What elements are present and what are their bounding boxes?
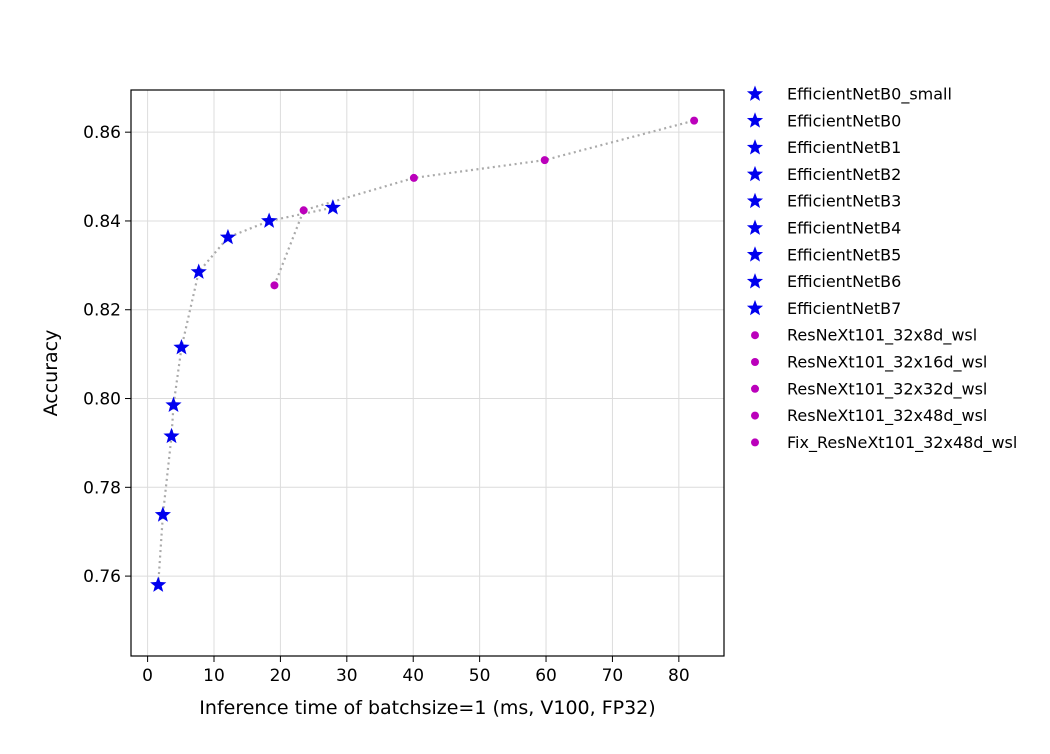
- trend-line: [157, 206, 334, 586]
- x-tick-label: 60: [535, 666, 557, 686]
- legend-label: EfficientNetB1: [787, 138, 901, 157]
- legend-item: EfficientNetB4: [746, 219, 901, 238]
- legend-item: EfficientNetB1: [746, 138, 901, 157]
- x-tick-label: 30: [336, 666, 358, 686]
- efficientnet-point: [165, 396, 182, 413]
- legend-dot-marker: [751, 331, 759, 340]
- efficientnet-point: [163, 427, 180, 444]
- legend-dot-marker: [751, 358, 759, 366]
- legend-item: EfficientNetB3: [746, 192, 901, 211]
- efficientnet-point: [324, 199, 341, 215]
- x-tick-label: 70: [602, 666, 624, 686]
- x-axis-label: Inference time of batchsize=1 (ms, V100,…: [199, 697, 655, 719]
- y-tick-label: 0.80: [83, 390, 121, 410]
- resnext-point: [270, 281, 279, 290]
- legend-item: EfficientNetB6: [746, 272, 901, 291]
- legend-star-marker: [746, 112, 764, 128]
- legend-item: EfficientNetB7: [746, 299, 901, 318]
- efficientnet-point: [154, 506, 171, 522]
- legend-item: ResNeXt101_32x8d_wsl: [751, 326, 977, 346]
- legend-star-marker: [746, 139, 764, 155]
- y-tick-label: 0.76: [83, 567, 121, 587]
- resnext-point: [409, 173, 418, 182]
- y-tick-label: 0.78: [83, 478, 121, 498]
- legend-dot-marker: [751, 384, 759, 393]
- point-layer: [150, 116, 699, 592]
- legend-star-marker: [746, 165, 764, 182]
- legend-star-marker: [746, 219, 764, 235]
- legend-star-marker: [746, 273, 764, 289]
- x-tick-label: 40: [402, 666, 424, 686]
- x-tick-label: 50: [469, 666, 491, 686]
- y-axis-label: Accuracy: [40, 330, 62, 417]
- legend-label: EfficientNetB4: [787, 219, 901, 238]
- efficientnet-point: [173, 338, 190, 355]
- legend-dot-marker: [751, 411, 759, 420]
- legend-label: EfficientNetB2: [787, 165, 901, 184]
- legend-item: EfficientNetB5: [746, 245, 901, 264]
- resnext-point: [690, 116, 699, 125]
- legend-label: ResNeXt101_32x16d_wsl: [787, 353, 987, 373]
- tick-layer: 0 10 20 30 40 50 60 70 80 0.76 0.78 0.80 0.82 0.84 0.8…: [83, 123, 690, 686]
- legend-star-marker: [746, 192, 764, 209]
- legend-label: EfficientNetB5: [787, 245, 901, 264]
- legend-label: Fix_ResNeXt101_32x48d_wsl: [787, 433, 1017, 453]
- legend-label: ResNeXt101_32x48d_wsl: [787, 406, 987, 426]
- legend-label: ResNeXt101_32x32d_wsl: [787, 379, 987, 399]
- x-tick-label: 80: [668, 666, 690, 686]
- legend-label: EfficientNetB6: [787, 272, 901, 291]
- y-tick-label: 0.84: [83, 212, 121, 232]
- x-tick-label: 0: [142, 666, 153, 686]
- trend-line: [273, 119, 695, 286]
- efficientnet-point: [150, 576, 167, 592]
- legend-item: ResNeXt101_32x32d_wsl: [751, 379, 987, 399]
- y-tick-label: 0.86: [83, 123, 121, 143]
- grid-layer: [131, 90, 724, 656]
- legend-item: ResNeXt101_32x48d_wsl: [751, 406, 987, 426]
- plot-frame: [130, 89, 725, 657]
- legend-label: EfficientNetB7: [787, 299, 901, 318]
- legend-dot-marker: [751, 438, 759, 447]
- trend-line-layer: [157, 119, 695, 586]
- efficientnet-point: [219, 228, 237, 245]
- legend-star-marker: [746, 246, 764, 262]
- legend-label: EfficientNetB0_small: [787, 85, 952, 105]
- legend-item: EfficientNetB0_small: [746, 85, 952, 105]
- y-tick-label: 0.82: [83, 301, 121, 321]
- x-tick-label: 20: [270, 666, 292, 686]
- legend-star-marker: [746, 299, 764, 316]
- x-tick-label: 10: [203, 666, 225, 686]
- efficientnet-point: [261, 212, 278, 228]
- efficientnet-point: [190, 263, 207, 279]
- resnext-point: [299, 206, 308, 215]
- legend-item: EfficientNetB0: [746, 111, 901, 130]
- legend-label: EfficientNetB3: [787, 192, 901, 211]
- legend-item: EfficientNetB2: [746, 165, 901, 184]
- legend-star-marker: [746, 85, 764, 101]
- legend-label: EfficientNetB0: [787, 111, 901, 130]
- legend-item: Fix_ResNeXt101_32x48d_wsl: [751, 433, 1017, 453]
- resnext-point: [540, 156, 549, 165]
- legend-item: ResNeXt101_32x16d_wsl: [751, 353, 987, 373]
- legend: EfficientNetB0_small EfficientNetB0 Effici…: [746, 85, 1017, 453]
- legend-label: ResNeXt101_32x8d_wsl: [787, 326, 977, 346]
